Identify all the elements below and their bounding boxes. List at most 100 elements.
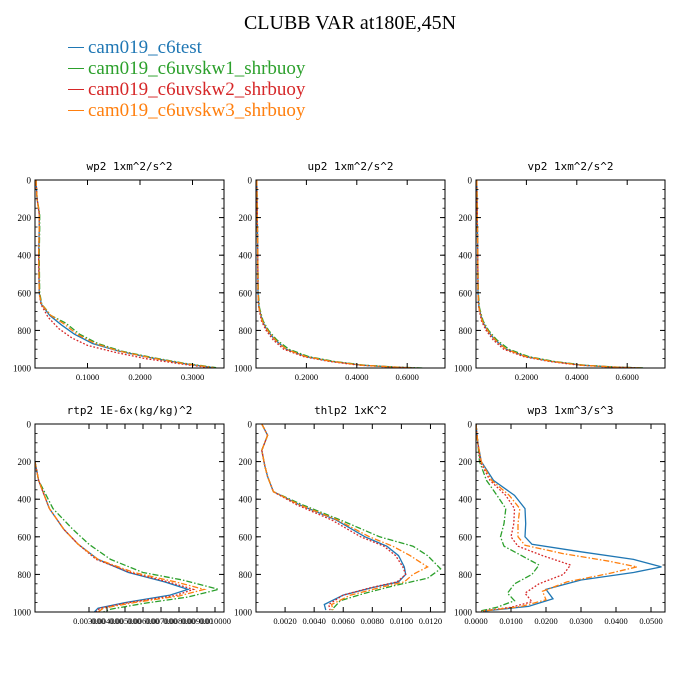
plot-frame [34,423,225,613]
y-tick-label: 800 [459,570,473,580]
y-tick-label: 400 [459,495,473,505]
series-line [476,180,643,368]
x-tick-label: 0.3000 [181,372,204,382]
legend-item: cam019_c6uvskw2_shrbuoy [68,79,305,100]
series-line [35,461,191,612]
series-line [261,424,442,611]
y-tick-label: 1000 [454,364,473,374]
series-line [476,424,662,612]
legend-label: cam019_c6test [88,36,202,58]
y-tick-label: 200 [459,457,473,467]
panel-title: vp2 1xm^2/s^2 [527,160,613,173]
y-tick-label: 200 [459,213,473,223]
legend-item: cam019_c6uvskw1_shrbuoy [68,58,305,79]
series-line [35,180,214,368]
plot-frame [475,179,666,369]
x-tick-label: 0.0120 [419,616,442,626]
y-tick-label: 0 [468,420,473,430]
y-tick-label: 200 [18,457,32,467]
series-line [256,180,423,368]
y-tick-label: 0 [248,176,253,186]
x-tick-label: 0.2000 [128,372,151,382]
series-line [476,424,638,612]
y-tick-label: 600 [239,288,253,298]
x-tick-label: 0.2000 [295,372,318,382]
x-tick-label: 0.005000 [109,616,141,626]
y-tick-label: 600 [18,532,32,542]
series-line [476,424,572,612]
y-tick-label: 200 [239,457,253,467]
x-tick-label: 0.2000 [515,372,538,382]
y-tick-label: 800 [18,570,32,580]
y-tick-label: 600 [239,532,253,542]
x-tick-label: 0.0000 [464,616,487,626]
x-tick-label: 0.003000 [73,616,105,626]
legend-label: cam019_c6uvskw3_shrbuoy [88,99,306,121]
panel-title: wp3 1xm^3/s^3 [527,404,613,417]
y-tick-label: 1000 [234,364,253,374]
chart-panel: vp2 1xm^2/s^2 0 200 400 600 800 1000 0.2000 0.40… [454,160,666,382]
x-tick-label: 0.0020 [273,616,296,626]
x-tick-label: 0.4000 [565,372,588,382]
y-tick-label: 400 [459,251,473,261]
y-tick-label: 0 [27,176,32,186]
y-tick-label: 1000 [454,608,473,618]
x-tick-label: 0.004000 [91,616,123,626]
y-tick-label: 200 [239,213,253,223]
chart-panel: thlp2 1xK^2 0 200 400 600 800 1000 0.0020 0.0040… [234,404,446,626]
x-tick-label: 0.0500 [639,616,662,626]
legend-swatch [68,47,84,48]
legend-item: cam019_c6uvskw3_shrbuoy [68,100,305,121]
legend: cam019_c6test cam019_c6uvskw1_shrbuoy ca… [68,37,305,121]
y-tick-label: 400 [239,251,253,261]
series-line [35,461,219,612]
series-line [35,180,209,368]
series-line [35,461,196,612]
x-tick-label: 0.0100 [390,616,413,626]
legend-swatch [68,89,84,90]
x-tick-label: 0.0400 [604,616,627,626]
y-tick-label: 1000 [13,364,32,374]
series-line [476,180,638,368]
legend-item: cam019_c6test [68,37,305,58]
y-tick-label: 400 [18,495,32,505]
legend-label: cam019_c6uvskw2_shrbuoy [88,78,306,100]
figure-title: CLUBB VAR at180E,45N [243,12,457,34]
series-line [256,180,418,368]
panel-title: rtp2 1E-6x(kg/kg)^2 [67,404,193,417]
plot-frame [255,423,446,613]
series-line [261,424,407,611]
series-line [256,180,413,368]
y-tick-label: 1000 [234,608,253,618]
x-tick-label: 0.0100 [499,616,522,626]
y-tick-label: 200 [18,213,32,223]
y-tick-label: 800 [239,326,253,336]
y-tick-label: 800 [239,570,253,580]
x-tick-label: 0.010000 [199,616,231,626]
y-tick-label: 800 [18,326,32,336]
chart-panel: rtp2 1E-6x(kg/kg)^2 0 200 400 600 800 1000 0.00… [13,404,231,626]
series-line [476,424,540,612]
y-tick-label: 600 [18,288,32,298]
x-tick-label: 0.0040 [302,616,325,626]
series-line [476,180,645,368]
x-tick-label: 0.006000 [127,616,159,626]
x-tick-label: 0.0060 [332,616,355,626]
y-tick-label: 1000 [13,608,32,618]
x-tick-label: 0.0080 [361,616,384,626]
legend-label: cam019_c6uvskw1_shrbuoy [88,57,306,79]
panel-title: thlp2 1xK^2 [314,404,387,417]
chart-panel: wp3 1xm^3/s^3 0 200 400 600 800 10000.0000 0.01… [454,404,666,626]
y-tick-label: 400 [239,495,253,505]
legend-swatch [68,110,84,111]
x-tick-label: 0.6000 [616,372,639,382]
x-tick-label: 0.007000 [145,616,177,626]
y-tick-label: 0 [468,176,473,186]
x-tick-label: 0.6000 [396,372,419,382]
series-line [256,180,418,368]
x-tick-label: 0.008000 [163,616,195,626]
x-tick-label: 0.009000 [181,616,213,626]
x-tick-label: 0.1000 [76,372,99,382]
panel-title: up2 1xm^2/s^2 [307,160,393,173]
